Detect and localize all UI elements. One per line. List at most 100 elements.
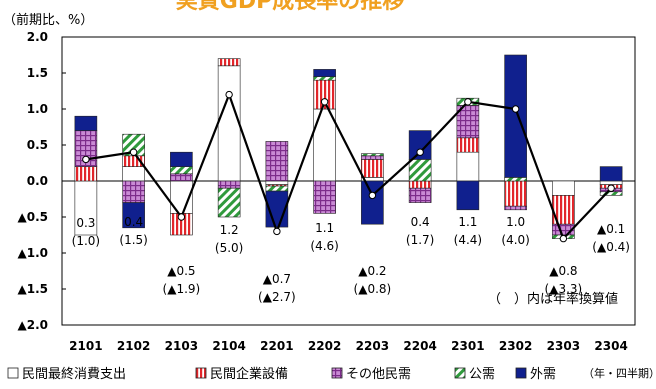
- plot-frame: [61, 36, 636, 326]
- gdp-point: [177, 213, 186, 221]
- gdp-line: [82, 90, 615, 243]
- gdp-point: [511, 105, 520, 113]
- legend-label: その他民需: [346, 367, 411, 382]
- x-axis: 2101 2102 2103 2104 2201 2202 2203 2204 2301 2302…: [69, 339, 628, 353]
- legend-label: 民間企業設備: [210, 366, 288, 382]
- bar-segment: [552, 180, 575, 196]
- y-tick-label: 1.0: [27, 102, 48, 116]
- legend-swatch: [7, 367, 19, 379]
- bar-segment: [408, 187, 432, 203]
- bar-segment: [456, 137, 480, 153]
- bar-segment: [313, 76, 336, 81]
- gdp-annualized-label: (▲2.7): [258, 290, 296, 304]
- legend-label: 公需: [469, 367, 495, 382]
- gdp-value-label: ▲0.5: [167, 264, 195, 278]
- bar-segment: [122, 202, 145, 229]
- bar-segment: [599, 180, 623, 185]
- annualized-note: （ ）内は年率換算値: [488, 291, 618, 307]
- x-tick-label: 2103: [165, 339, 198, 353]
- gdp-annualized-label: (▲3.3): [545, 282, 583, 296]
- bar-segment: [456, 151, 480, 182]
- gdp-point: [129, 148, 138, 156]
- bar-segment: [74, 115, 98, 131]
- gdp-point: [320, 98, 329, 106]
- bar-segment: [361, 159, 384, 178]
- bars: [74, 54, 623, 239]
- x-tick-label: 2202: [308, 339, 341, 353]
- gdp-annualized-label: (4.6): [310, 239, 338, 253]
- gdp-annualized-label: (5.0): [215, 241, 243, 255]
- x-tick-label: 2101: [69, 339, 102, 353]
- legend-swatch: [515, 367, 527, 379]
- gdp-annualized-label: (4.4): [454, 233, 482, 247]
- bar-segment: [170, 151, 193, 167]
- unit-label: （前期比、%）: [3, 12, 93, 28]
- gdp-value-label: 0.4: [124, 215, 143, 229]
- gdp-value-label: ▲0.2: [358, 264, 386, 278]
- x-axis-label: （年・四半期）: [583, 366, 656, 380]
- bar-segment: [265, 141, 289, 182]
- x-tick-label: 2301: [451, 339, 484, 353]
- gdp-annualized-label: (▲0.4): [592, 240, 630, 254]
- x-tick-label: 2201: [260, 339, 293, 353]
- bar-segment: [361, 155, 384, 160]
- bar-segment: [74, 166, 98, 182]
- bar-segment: [170, 173, 193, 182]
- bar-segment: [504, 54, 527, 178]
- x-tick-label: 2303: [547, 339, 580, 353]
- y-tick-label: 2.0: [27, 30, 48, 44]
- bar-segment: [504, 180, 527, 207]
- gdp-point: [607, 184, 615, 192]
- legend-swatch: [331, 367, 343, 379]
- bar-segment: [217, 58, 241, 67]
- legend-swatch: [454, 367, 466, 379]
- x-tick-label: 2302: [499, 339, 532, 353]
- gdp-annualized-label: (▲0.8): [354, 282, 392, 296]
- gdp-point: [559, 234, 568, 243]
- legend: 民間最終消費支出 民間企業設備 その他民需 公需 外需: [7, 366, 556, 382]
- gdp-value-label: 1.0: [506, 215, 525, 229]
- y-tick-label: ▲1.0: [18, 246, 49, 260]
- y-tick-label: ▲0.5: [18, 210, 49, 224]
- gdp-annualized-label: (4.0): [501, 233, 529, 247]
- gdp-value-label: 1.1: [315, 221, 334, 235]
- gdp-annualized-label: (1.5): [119, 233, 147, 247]
- y-tick-label: 0.0: [27, 174, 48, 188]
- gdp-value-label: 0.3: [76, 216, 95, 230]
- bar-segment: [265, 185, 289, 192]
- gdp-line-path: [85, 91, 612, 241]
- y-tick-label: 1.5: [27, 66, 48, 80]
- gdp-annualized-label: (1.7): [406, 233, 434, 247]
- gdp-point: [464, 98, 472, 106]
- annotations: 0.3 (1.0) 0.4 (1.5) ▲0.5 (▲1.9) 1.2 (5.0) ▲0.7 (▲…: [72, 215, 630, 304]
- x-tick-label: 2203: [356, 339, 389, 353]
- bar-segment: [170, 166, 193, 175]
- gdp-point: [416, 148, 424, 156]
- x-tick-label: 2104: [212, 339, 245, 353]
- bar-segment: [313, 180, 336, 214]
- gdp-point: [273, 227, 281, 236]
- gdp-annualized-label: (▲1.9): [163, 282, 201, 296]
- chart-title: 実質GDP成長率の推移: [176, 0, 404, 14]
- y-tick-label: ▲2.0: [18, 318, 49, 332]
- legend-swatch: [195, 367, 207, 379]
- bar-segment: [217, 65, 241, 182]
- legend-label: 外需: [530, 367, 556, 382]
- x-tick-label: 2204: [403, 339, 436, 353]
- bar-segment: [408, 180, 432, 189]
- bar-segment: [456, 180, 480, 211]
- bar-segment: [217, 180, 241, 189]
- bar-segment: [599, 166, 623, 182]
- bar-segment: [408, 159, 432, 182]
- gdp-value-label: 1.1: [458, 215, 477, 229]
- gdp-point: [82, 155, 90, 164]
- gdp-value-label: ▲0.8: [549, 264, 577, 278]
- bar-segment: [504, 205, 527, 211]
- bar-segment: [408, 130, 432, 160]
- gdp-annualized-label: (1.0): [72, 234, 100, 248]
- gdp-point: [225, 90, 233, 99]
- gdp-value-label: ▲0.1: [597, 222, 625, 236]
- gdp-point: [368, 191, 377, 200]
- gdp-value-label: 1.2: [220, 223, 239, 237]
